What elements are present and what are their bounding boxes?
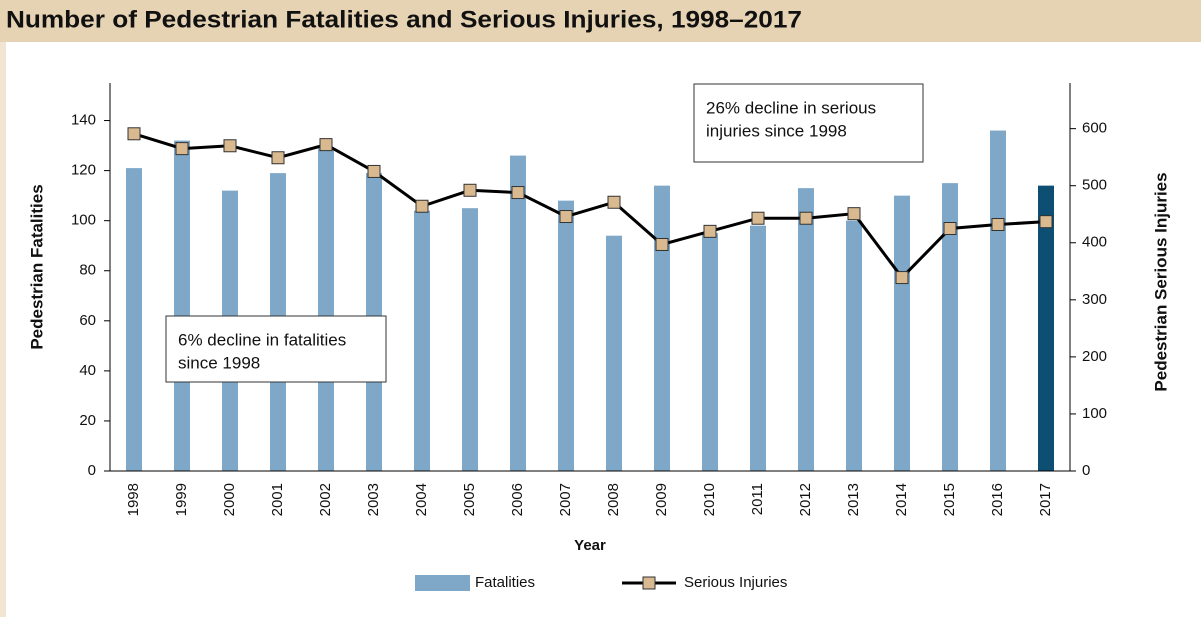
y-tick-label: 20 [79,412,96,429]
y2-tick-label: 200 [1082,348,1107,365]
x-tick-label: 2004 [413,483,430,516]
line-marker [943,222,957,235]
x-tick-label: 2016 [989,483,1006,516]
x-tick-label: 2015 [941,483,958,516]
line-marker [175,142,189,156]
line-marker [895,271,909,285]
annotation-text: since 1998 [178,353,260,372]
y-tick-label: 120 [71,162,96,179]
x-tick-label: 2002 [317,483,334,516]
x-tick-label: 2000 [221,483,238,516]
bar [654,185,670,471]
bar [846,220,862,471]
x-tick-label: 2007 [557,483,574,516]
y-tick-label: 0 [88,462,96,479]
legend-swatch [415,575,470,591]
x-tick-label: 2006 [509,483,526,516]
line-marker [415,199,429,213]
y-tick-label: 40 [79,362,96,379]
annotation-text: injuries since 1998 [706,121,847,140]
line-marker [991,218,1005,232]
x-tick-label: 2017 [1037,483,1054,516]
y2-axis-label: Pedestrian Serious Injuries [1151,172,1170,391]
annotation-text: 6% decline in fatalities [178,330,346,349]
bar [318,148,334,472]
line-marker [223,139,237,153]
line-marker [607,195,621,209]
legend-swatch [642,576,656,590]
line-marker [511,186,525,200]
y-tick-label: 80 [79,262,96,279]
bar [894,195,910,472]
line-marker [751,211,765,225]
line-marker [127,127,141,141]
annotation-box [165,315,387,383]
bar [462,208,478,471]
annotation-text: 26% decline in serious [706,98,876,117]
line-marker [1039,215,1053,229]
x-tick-label: 2005 [461,483,478,516]
line [133,132,1047,280]
x-tick-label: 2012 [797,483,814,516]
line-marker [847,207,861,221]
x-tick-label: 2009 [653,483,670,516]
line-marker [655,237,669,251]
x-tick-label: 1999 [173,483,190,516]
y-axis-label: Pedestrian Fatalities [27,184,46,349]
y2-tick-label: 500 [1082,177,1107,194]
line-marker [271,151,285,165]
x-tick-label: 1998 [125,483,142,516]
x-tick-label: 2008 [605,483,622,516]
bar [126,168,142,471]
line-marker [703,224,717,238]
bar [798,188,814,471]
line-marker [319,138,333,152]
bar [990,130,1006,472]
y2-tick-label: 400 [1082,234,1107,251]
chart-title: Number of Pedestrian Fatalities and Seri… [6,6,802,33]
x-tick-label: 2003 [365,483,382,516]
y2-tick-label: 100 [1082,405,1107,422]
x-tick-label: 2013 [845,483,862,516]
y-tick-label: 140 [71,112,96,129]
bar [414,210,430,471]
legend-label: Fatalities [475,574,535,591]
y2-tick-label: 600 [1082,120,1107,137]
annotation-box [693,83,924,163]
y2-tick-label: 300 [1082,291,1107,308]
x-tick-label: 2011 [749,483,766,515]
bar [702,233,718,471]
bar [510,155,526,471]
bar [1038,185,1054,471]
x-tick-label: 2010 [701,483,718,516]
y2-tick-label: 0 [1082,462,1090,479]
x-tick-label: 2001 [269,483,286,516]
bar [942,183,958,471]
line-marker [367,164,381,178]
x-axis-label: Year [574,537,606,554]
y-tick-label: 100 [71,212,96,229]
line-marker [559,210,573,224]
bar [174,140,190,471]
y-tick-label: 60 [79,312,96,329]
title-band [0,0,1201,42]
bar [558,200,574,471]
legend-label: Serious Injuries [684,574,787,591]
line-marker [799,211,813,225]
x-tick-label: 2014 [893,483,910,516]
bar [750,225,766,471]
side-band [0,42,6,617]
line-marker [463,183,477,197]
bar [606,235,622,471]
